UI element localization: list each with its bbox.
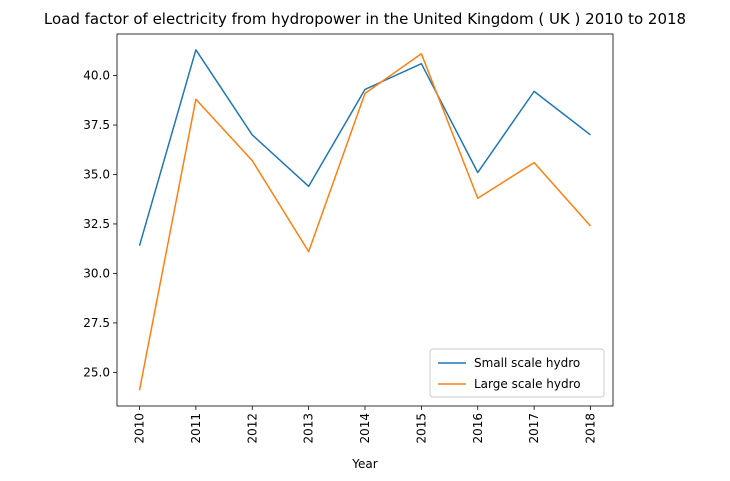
x-axis-label: Year [351,457,377,471]
series-line-2 [138,53,592,391]
plot-frame [116,33,614,407]
x-tick-label: 2017 [527,413,541,444]
y-tick-label: 30.0 [83,266,110,280]
legend-label-2: Large scale hydro [474,377,581,391]
chart-title: Load factor of electricity from hydropow… [44,10,686,28]
x-axis: 2010 2011 2012 2013 2014 2015 2016 2017 2018 [133,406,598,444]
x-tick-label: 2013 [302,413,316,444]
y-axis: 25.0 27.5 30.0 32.5 35.0 37.5 40.0 [83,69,117,379]
y-tick-label: 25.0 [83,365,110,379]
x-tick-label: 2010 [133,413,147,444]
y-tick-label: 35.0 [83,167,110,181]
x-tick-label: 2014 [358,413,372,444]
series-line-1 [138,49,591,246]
legend-label-1: Small scale hydro [474,356,580,370]
x-tick-label: 2011 [189,413,203,444]
x-tick-label: 2016 [471,413,485,444]
y-tick-label: 40.0 [83,69,110,83]
x-tick-label: 2015 [414,413,428,444]
legend-box [429,348,605,398]
x-tick-label: 2018 [584,413,598,444]
series-layer [138,49,592,391]
y-tick-label: 27.5 [83,316,110,330]
legend: Small scale hydro Large scale hydro [429,348,605,398]
y-tick-label: 37.5 [83,118,110,132]
y-tick-label: 32.5 [83,217,110,231]
x-tick-label: 2012 [245,413,259,444]
